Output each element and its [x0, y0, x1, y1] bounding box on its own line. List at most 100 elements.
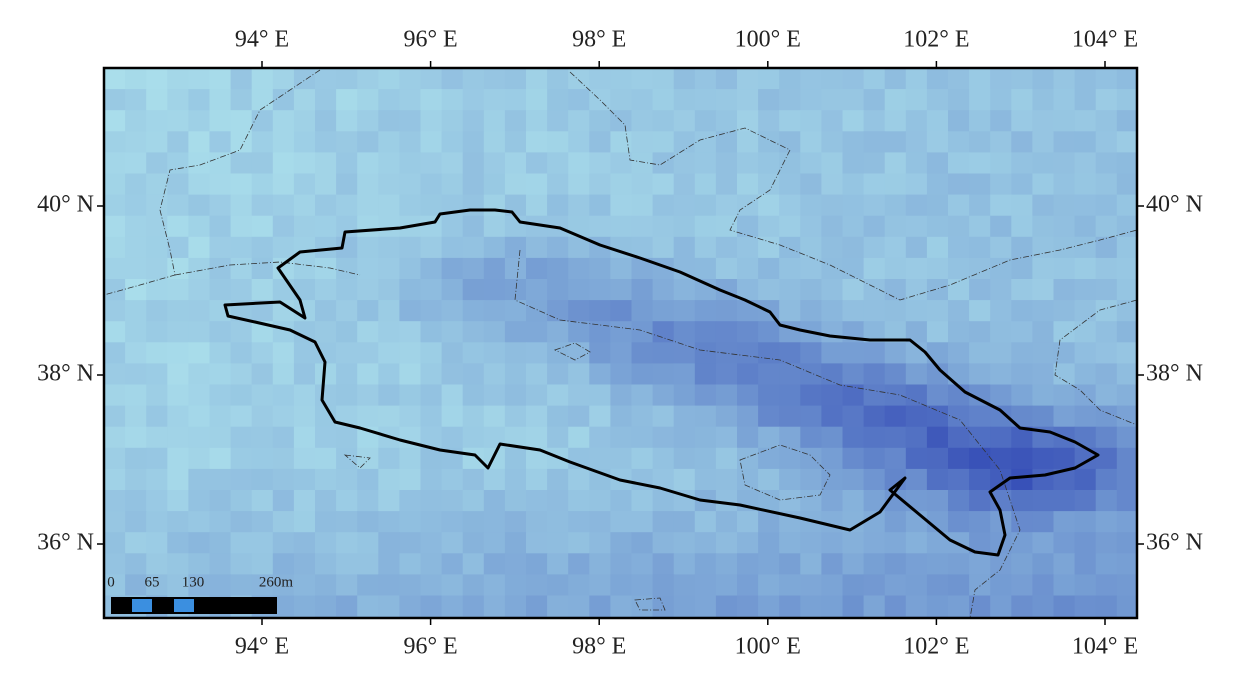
- raster-cell: [1032, 300, 1054, 322]
- raster-cell: [568, 574, 590, 596]
- raster-cell: [568, 490, 590, 512]
- raster-cell: [420, 321, 443, 343]
- raster-cell: [378, 321, 400, 343]
- raster-cell: [441, 68, 464, 90]
- raster-cell: [589, 279, 611, 301]
- raster-cell: [905, 384, 928, 407]
- raster-cell: [378, 152, 400, 174]
- raster-cell: [1095, 68, 1118, 90]
- raster-cell: [230, 342, 253, 364]
- raster-cell: [842, 616, 865, 618]
- raster-cell: [694, 447, 717, 470]
- raster-cell: [821, 553, 843, 575]
- raster-cell: [990, 89, 1012, 111]
- raster-cell: [1095, 511, 1118, 533]
- raster-cell: [884, 511, 907, 533]
- raster-cell: [884, 215, 907, 238]
- raster-cell: [1011, 574, 1033, 596]
- raster-cell: [167, 89, 189, 111]
- raster-cell: [336, 426, 358, 449]
- raster-cell: [251, 532, 274, 554]
- raster-cell: [526, 468, 548, 491]
- raster-cell: [336, 342, 358, 364]
- raster-cell: [462, 131, 485, 153]
- raster-cell: [926, 321, 949, 343]
- raster-cell: [715, 300, 738, 322]
- raster-cell: [420, 511, 443, 533]
- raster-cell: [146, 257, 168, 280]
- raster-cell: [293, 110, 316, 132]
- raster-cell: [948, 131, 970, 153]
- raster-cell: [800, 405, 822, 428]
- raster-cell: [884, 490, 907, 512]
- raster-cell: [146, 300, 168, 322]
- raster-cell: [631, 490, 654, 512]
- raster-cell: [209, 321, 232, 343]
- raster-cell: [483, 532, 506, 554]
- raster-cell: [737, 511, 759, 533]
- raster-cell: [905, 279, 928, 301]
- raster-cell: [125, 131, 147, 153]
- raster-cell: [652, 236, 675, 259]
- raster-cell: [737, 68, 759, 90]
- raster-cell: [1074, 194, 1097, 217]
- raster-cell: [821, 490, 843, 512]
- raster-cell: [526, 384, 548, 407]
- raster-cell: [357, 553, 379, 575]
- raster-cell: [800, 131, 822, 153]
- raster-cell: [715, 257, 738, 280]
- raster-cell: [1095, 574, 1118, 596]
- raster-cell: [209, 68, 232, 90]
- raster-cell: [926, 574, 949, 596]
- raster-cell: [631, 110, 654, 132]
- raster-cell: [758, 321, 780, 343]
- raster-cell: [230, 279, 253, 301]
- raster-cell: [884, 279, 907, 301]
- raster-cell: [526, 363, 548, 385]
- raster-cell: [821, 173, 843, 196]
- raster-cell: [758, 194, 780, 217]
- raster-cell: [230, 194, 253, 217]
- raster-cell: [610, 363, 632, 385]
- raster-cell: [547, 532, 569, 554]
- raster-cell: [1053, 574, 1076, 596]
- raster-cell: [526, 405, 548, 428]
- raster-cell: [673, 511, 696, 533]
- raster-cell: [1116, 426, 1137, 449]
- raster-cell: [167, 300, 189, 322]
- raster-cell: [462, 110, 485, 132]
- raster-cell: [315, 194, 337, 217]
- raster-cell: [230, 68, 253, 90]
- raster-cell: [315, 89, 337, 111]
- raster-cell: [905, 405, 928, 428]
- raster-cell: [715, 553, 738, 575]
- raster-cell: [758, 511, 780, 533]
- raster-cell: [378, 447, 400, 470]
- raster-cell: [526, 68, 548, 90]
- raster-cell: [272, 110, 295, 132]
- raster-cell: [441, 384, 464, 407]
- raster-cell: [293, 511, 316, 533]
- raster-cell: [357, 300, 379, 322]
- raster-cell: [610, 68, 632, 90]
- raster-cell: [694, 110, 717, 132]
- raster-cell: [694, 300, 717, 322]
- raster-cell: [905, 532, 928, 554]
- raster-cell: [315, 447, 337, 470]
- raster-cell: [504, 384, 527, 407]
- raster-cell: [1053, 511, 1076, 533]
- raster-cell: [104, 384, 126, 407]
- raster-cell: [1053, 89, 1076, 111]
- raster-cell: [336, 384, 358, 407]
- raster-cell: [673, 490, 696, 512]
- raster-cell: [230, 215, 253, 238]
- raster-cell: [188, 426, 210, 449]
- raster-cell: [863, 257, 886, 280]
- raster-cell: [188, 384, 210, 407]
- raster-cell: [1074, 321, 1097, 343]
- raster-cell: [673, 468, 696, 491]
- raster-cell: [969, 321, 991, 343]
- study-area-outline: [223, 208, 1100, 557]
- raster-cell: [336, 553, 358, 575]
- raster-cell: [884, 363, 907, 385]
